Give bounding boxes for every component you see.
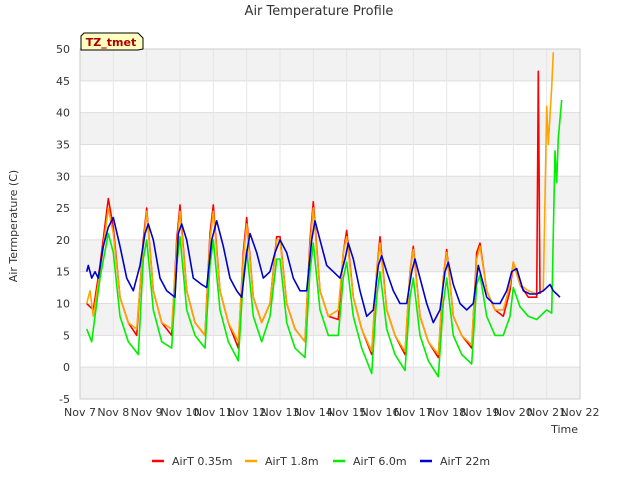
series-lines — [85, 52, 563, 378]
y-axis-label: Air Termperature (C) — [7, 170, 20, 282]
chart-title: Air Temperature Profile — [245, 4, 394, 19]
grid-band — [80, 239, 580, 272]
y-tick-label: 0 — [63, 361, 70, 374]
legend: AirT 0.35m AirT 1.8m AirT 6.0m AirT 22m — [152, 455, 490, 468]
y-tick-label: 40 — [56, 107, 70, 120]
x-tick-label: Nov 7 — [64, 406, 96, 419]
x-tick-label: Nov 8 — [97, 406, 129, 419]
x-tick-label: Nov 9 — [131, 406, 163, 419]
y-tick-label: 30 — [56, 170, 70, 183]
y-tick-label: 10 — [56, 298, 70, 311]
x-tick-label: Nov 20 — [494, 406, 533, 419]
grid-lines — [79, 48, 581, 400]
x-axis-label: Time — [550, 423, 578, 436]
x-tick-label: Nov 12 — [227, 406, 266, 419]
grid-band — [80, 303, 580, 336]
grid-band — [80, 112, 580, 145]
x-tick-label: Nov 14 — [294, 406, 333, 419]
y-tick-label: 45 — [56, 75, 70, 88]
x-tick-label: Nov 15 — [327, 406, 366, 419]
y-tick-label: 5 — [63, 329, 70, 342]
y-tick-label: -5 — [59, 393, 70, 406]
y-tick-label: 25 — [56, 202, 70, 215]
plot-background-bands — [80, 49, 580, 399]
y-tick-label: 20 — [56, 234, 70, 247]
x-tick-label: Nov 13 — [261, 406, 300, 419]
x-tick-label: Nov 22 — [561, 406, 600, 419]
legend-label: AirT 22m — [440, 455, 490, 468]
series-line-4 — [85, 216, 561, 324]
x-tick-label: Nov 18 — [427, 406, 466, 419]
y-axis: -5 0 5 10 15 20 25 30 35 40 45 50 — [56, 43, 70, 406]
y-tick-label: 15 — [56, 266, 70, 279]
legend-label: AirT 6.0m — [353, 455, 407, 468]
site-badge-label: TZ_tmet — [86, 36, 136, 49]
legend-label: AirT 0.35m — [172, 455, 233, 468]
grid-band — [80, 176, 580, 209]
x-tick-label: Nov 16 — [361, 406, 400, 419]
x-tick-label: Nov 21 — [527, 406, 566, 419]
x-tick-label: Nov 17 — [394, 406, 433, 419]
grid-band — [80, 367, 580, 399]
series-line-3 — [85, 99, 563, 378]
y-tick-label: 50 — [56, 43, 70, 56]
site-badge: TZ_tmet — [80, 32, 144, 51]
grid-band — [80, 49, 580, 81]
x-tick-label: Nov 11 — [194, 406, 233, 419]
plot-frame — [79, 48, 581, 400]
legend-label: AirT 1.8m — [265, 455, 319, 468]
y-tick-label: 35 — [56, 138, 70, 151]
x-tick-label: Nov 19 — [461, 406, 500, 419]
x-tick-label: Nov 10 — [161, 406, 200, 419]
series-line-2 — [85, 52, 555, 356]
